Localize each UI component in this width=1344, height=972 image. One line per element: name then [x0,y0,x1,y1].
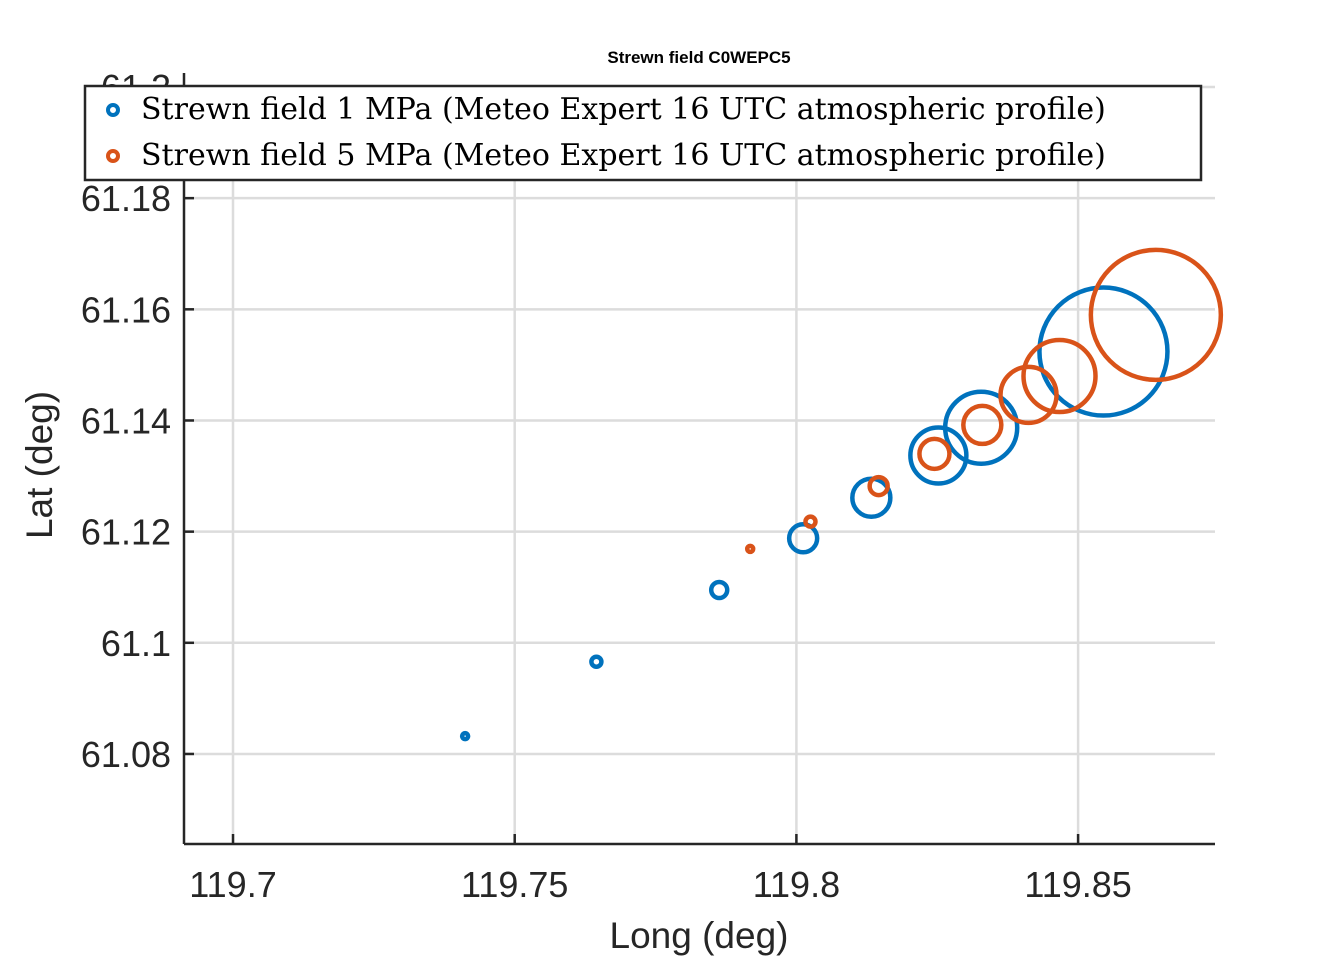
x-axis-label: Long (deg) [610,915,789,956]
x-tick-label: 119.75 [461,864,568,905]
data-marks [459,247,1224,742]
y-tick-label: 61.08 [81,734,171,775]
axes: 119.7 119.75 119.8 119.85 61.08 61.1 61.12 61.1… [81,67,1215,905]
legend-marker-5mpa [106,149,120,163]
grid [184,85,1215,844]
y-tick-label: 61.16 [81,289,171,330]
legend-label-5mpa: Strewn field 5 MPa (Meteo Expert 16 UTC … [141,138,1106,173]
y-tick-label: 61.18 [81,178,171,219]
legend-marker-1mpa [106,103,120,117]
y-tick-label: 61.1 [101,623,171,664]
chart-title: Strewn field C0WEPC5 [607,48,790,67]
data-point-series-2 [1021,337,1098,415]
data-point-series-2 [867,474,890,498]
data-point-series-1 [459,730,471,742]
data-point-series-2 [803,514,818,529]
y-tick-label: 61.14 [81,400,171,441]
y-tick-label: 61.12 [81,512,171,553]
data-point-series-2 [1088,247,1224,383]
data-point-series-2 [917,436,952,472]
data-point-series-2 [998,364,1059,426]
data-point-series-2 [744,543,756,555]
legend: Strewn field 1 MPa (Meteo Expert 16 UTC … [83,84,1203,182]
data-point-series-1 [708,579,730,601]
data-point-series-1 [589,654,604,669]
legend-label-1mpa: Strewn field 1 MPa (Meteo Expert 16 UTC … [141,92,1106,127]
data-point-series-1 [908,425,969,486]
x-tick-label: 119.8 [753,864,840,905]
y-axis-label: Lat (deg) [19,391,60,539]
legend-box [83,84,1203,182]
data-point-series-1 [1037,285,1170,418]
data-point-series-2 [961,403,1004,447]
x-tick-label: 119.7 [189,864,276,905]
x-tick-label: 119.85 [1024,864,1131,905]
data-point-series-1 [942,389,1020,466]
data-point-series-1 [786,522,820,555]
